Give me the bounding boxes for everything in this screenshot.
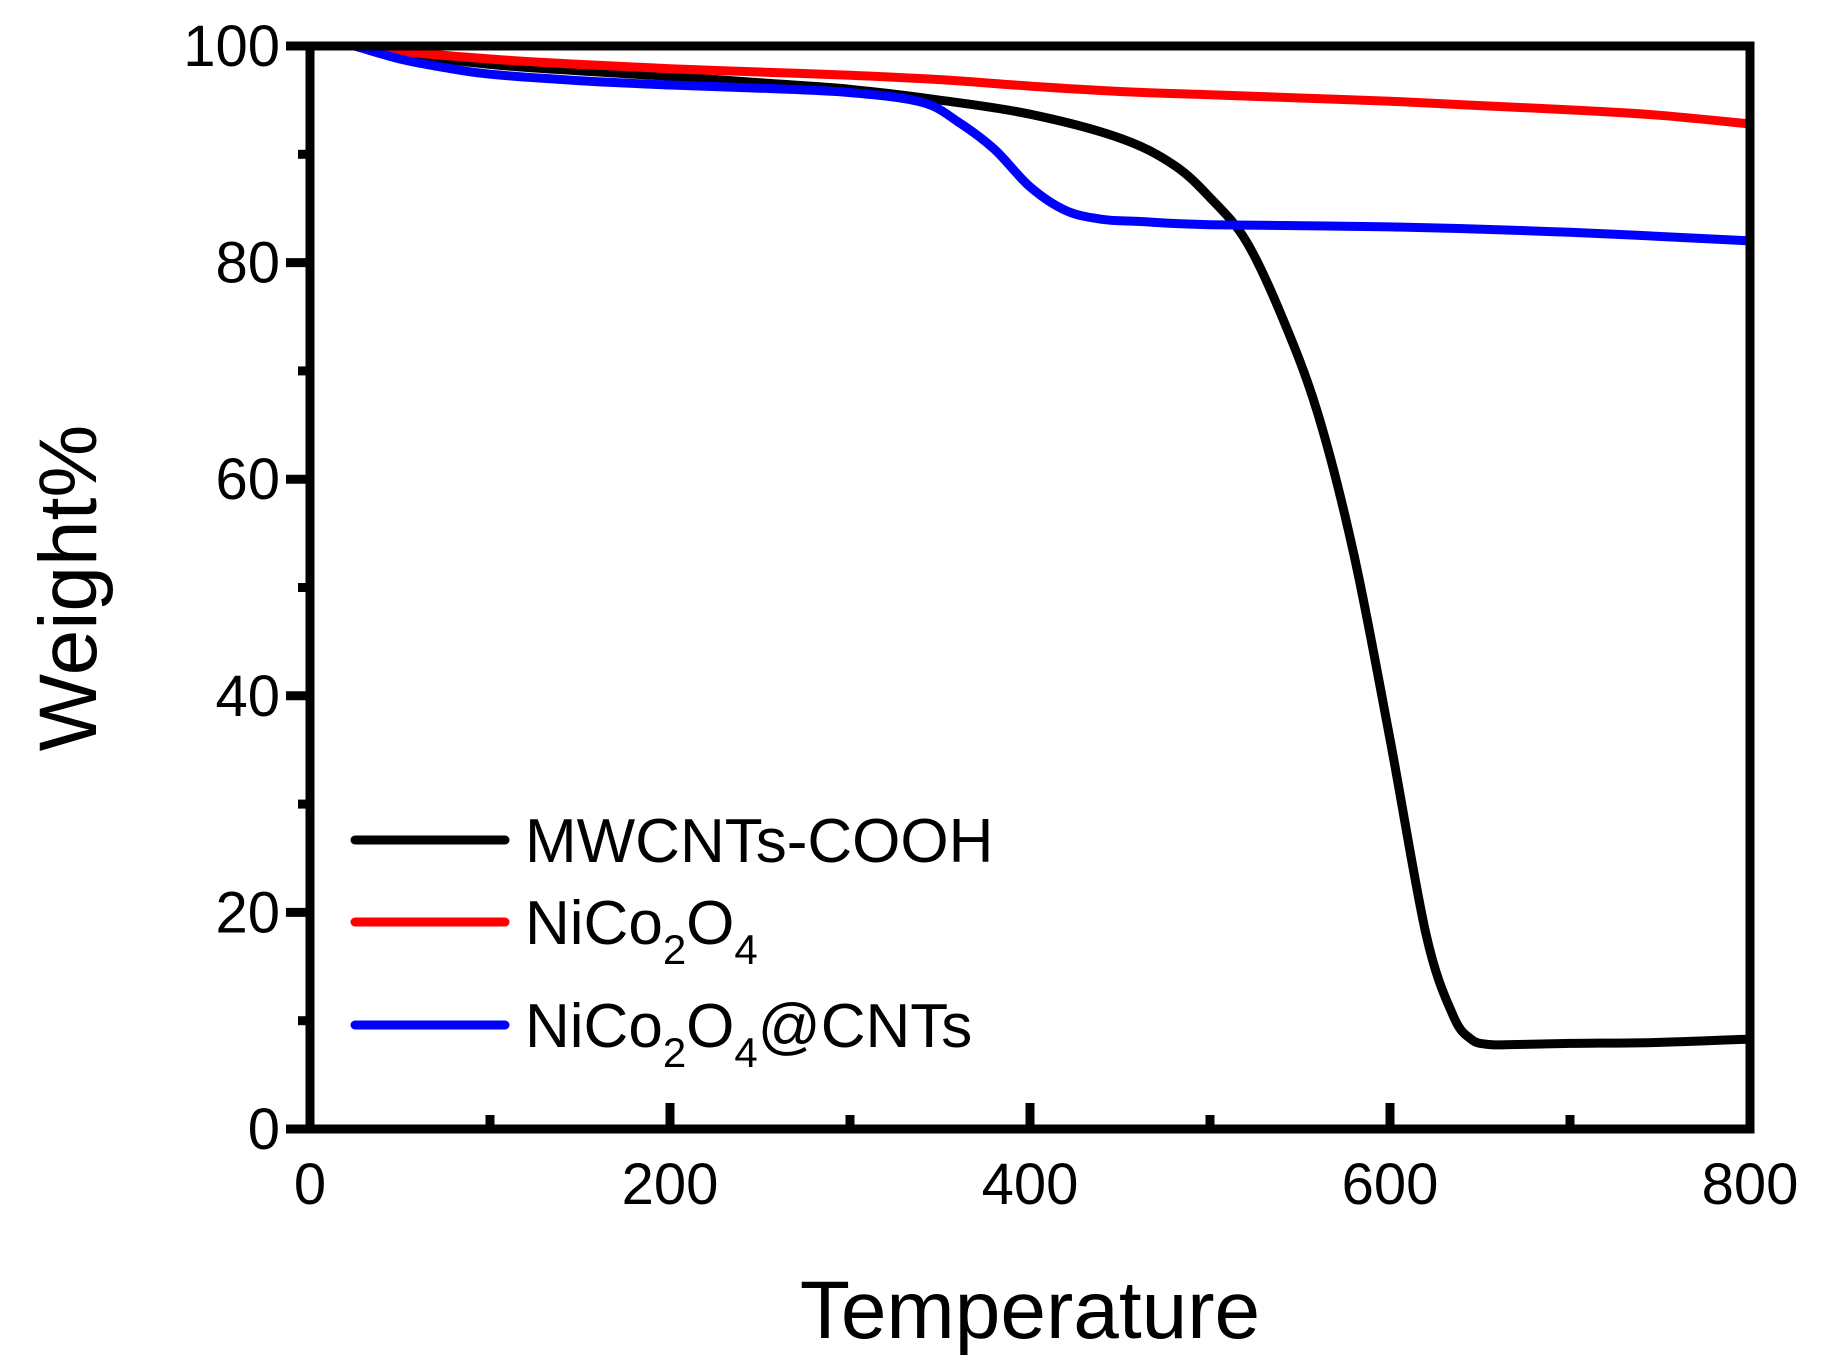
legend: MWCNTs-COOH NiCo2O4 NiCo2O4@CNTs xyxy=(350,807,993,1076)
y-tick-label-80: 80 xyxy=(215,231,280,296)
y-tick-label-0: 0 xyxy=(248,1097,280,1162)
legend-label-0: MWCNTs-COOH xyxy=(525,807,993,876)
x-tick-label-800: 800 xyxy=(1702,1152,1799,1217)
x-axis-title: Temperature xyxy=(800,1265,1260,1356)
tick-layer xyxy=(286,41,1755,1134)
series-layer xyxy=(353,41,1751,1050)
label-layer: 0 200 400 600 800 0 20 40 60 80 100 xyxy=(183,14,1798,1217)
x-tick-label-600: 600 xyxy=(1342,1152,1439,1217)
series-line-1 xyxy=(354,41,1751,129)
y-tick-label-100: 100 xyxy=(183,14,280,79)
x-tick-label-200: 200 xyxy=(622,1152,719,1217)
series-line-2 xyxy=(353,41,1751,246)
x-tick-label-400: 400 xyxy=(982,1152,1079,1217)
legend-label-2: NiCo2O4@CNTs xyxy=(525,992,972,1076)
y-tick-label-40: 40 xyxy=(215,664,280,729)
series-line-0 xyxy=(354,41,1751,1050)
y-tick-label-60: 60 xyxy=(215,447,280,512)
y-axis-title: Weight% xyxy=(23,425,114,752)
y-tick-label-20: 20 xyxy=(215,880,280,945)
x-tick-label-0: 0 xyxy=(294,1152,326,1217)
plot-frame xyxy=(305,41,1755,1134)
legend-label-1: NiCo2O4 xyxy=(525,889,758,973)
